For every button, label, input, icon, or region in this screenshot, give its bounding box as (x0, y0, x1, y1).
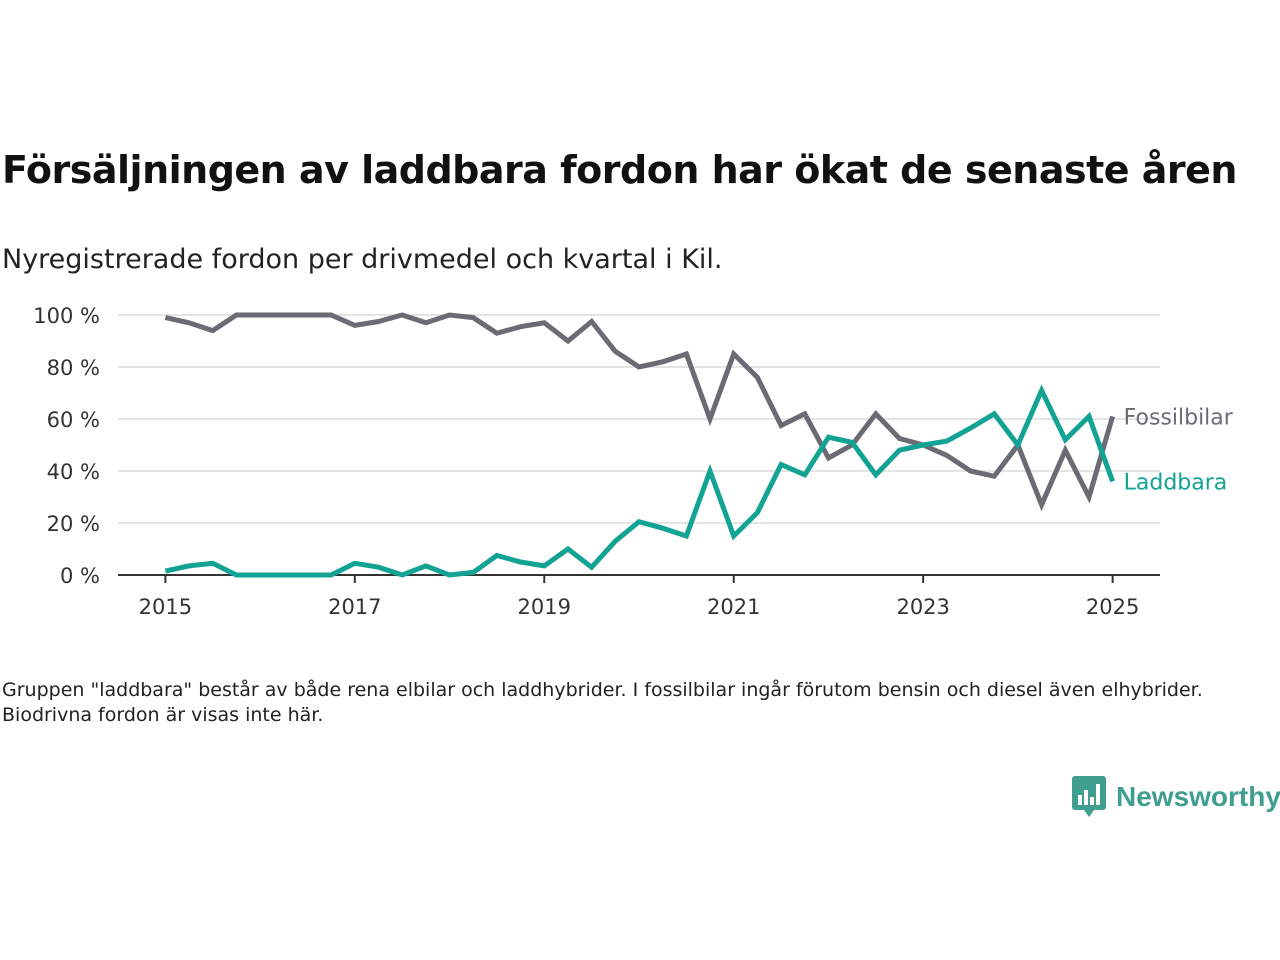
x-tick-label: 2017 (328, 595, 381, 619)
chart-title: Försäljningen av laddbara fordon har öka… (2, 148, 1237, 192)
y-tick-label: 40 % (47, 460, 100, 484)
y-tick-label: 80 % (47, 356, 100, 380)
x-tick-label: 2021 (707, 595, 760, 619)
gridlines (118, 314, 1160, 524)
y-tick-label: 0 % (60, 564, 100, 588)
axes: 0 % 20 % 40 % 60 % 80 % 100 % 2015 2017 2019 2021… (33, 304, 1160, 619)
x-tick-label: 2019 (518, 595, 571, 619)
line-chart: 0 % 20 % 40 % 60 % 80 % 100 % 2015 2017 2019 2021… (33, 304, 1234, 619)
series-label-laddbara: Laddbara (1124, 470, 1228, 495)
brand-name: Newsworthy (1116, 781, 1280, 812)
y-tick-label: 60 % (47, 408, 100, 432)
series-line-laddbara (164, 384, 1115, 578)
y-tick-label: 20 % (47, 512, 100, 536)
y-tick-label: 100 % (33, 304, 100, 328)
chart-subtitle: Nyregistrerade fordon per drivmedel och … (2, 244, 723, 275)
series-labels: Fossilbilar Laddbara (1124, 405, 1234, 495)
x-tick-label: 2025 (1086, 595, 1139, 619)
x-tick-label: 2015 (139, 595, 192, 619)
series-line-fossilbilar (164, 312, 1115, 512)
series-label-fossilbilar: Fossilbilar (1124, 405, 1234, 430)
newsworthy-logo-icon (1072, 776, 1106, 817)
series-lines (164, 312, 1115, 578)
x-tick-label: 2023 (896, 595, 949, 619)
footnote: Gruppen "laddbara" består av både rena e… (2, 679, 1203, 726)
brand-logo: Newsworthy (1072, 776, 1280, 818)
